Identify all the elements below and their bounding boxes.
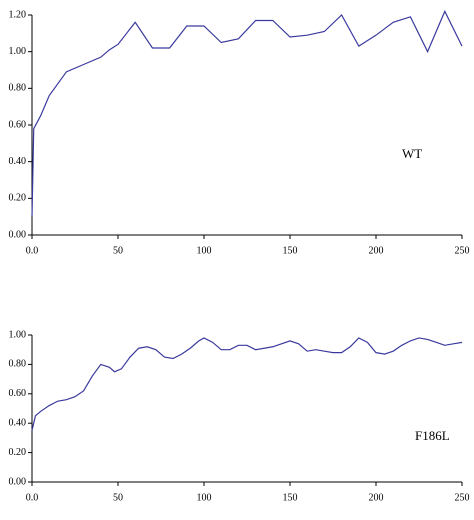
- y-tick-label: 0.20: [9, 447, 27, 458]
- x-tick-label: 200: [369, 492, 384, 503]
- x-tick-label: 150: [283, 245, 298, 256]
- x-tick-label: 250: [455, 492, 470, 503]
- data-line: [31, 9, 463, 217]
- y-tick-label: 1.00: [9, 46, 27, 57]
- y-tick-label: 0.20: [9, 193, 27, 204]
- x-tick-label: 50: [113, 492, 123, 503]
- y-tick-label: 0.60: [9, 119, 27, 130]
- x-tick-label: 100: [197, 245, 212, 256]
- annotation: WT: [402, 146, 422, 161]
- y-tick-label: 0.40: [9, 156, 27, 167]
- y-tick-label: 1.20: [9, 9, 27, 20]
- x-tick-label: 100: [197, 492, 212, 503]
- y-tick-label: 0.00: [9, 476, 27, 487]
- x-tick-label: 0.0: [26, 245, 39, 256]
- y-tick-label: 0.00: [9, 229, 27, 240]
- data-line: [31, 337, 463, 431]
- annotation: F186L: [415, 428, 450, 443]
- y-tick-label: 0.60: [9, 388, 27, 399]
- y-tick-label: 0.80: [9, 83, 27, 94]
- y-tick-label: 1.00: [9, 329, 27, 340]
- x-tick-label: 200: [369, 245, 384, 256]
- x-tick-label: 50: [113, 245, 123, 256]
- x-tick-label: 0.0: [26, 492, 39, 503]
- y-tick-label: 0.80: [9, 359, 27, 370]
- x-tick-label: 250: [455, 245, 470, 256]
- x-tick-label: 150: [283, 492, 298, 503]
- y-tick-label: 0.40: [9, 417, 27, 428]
